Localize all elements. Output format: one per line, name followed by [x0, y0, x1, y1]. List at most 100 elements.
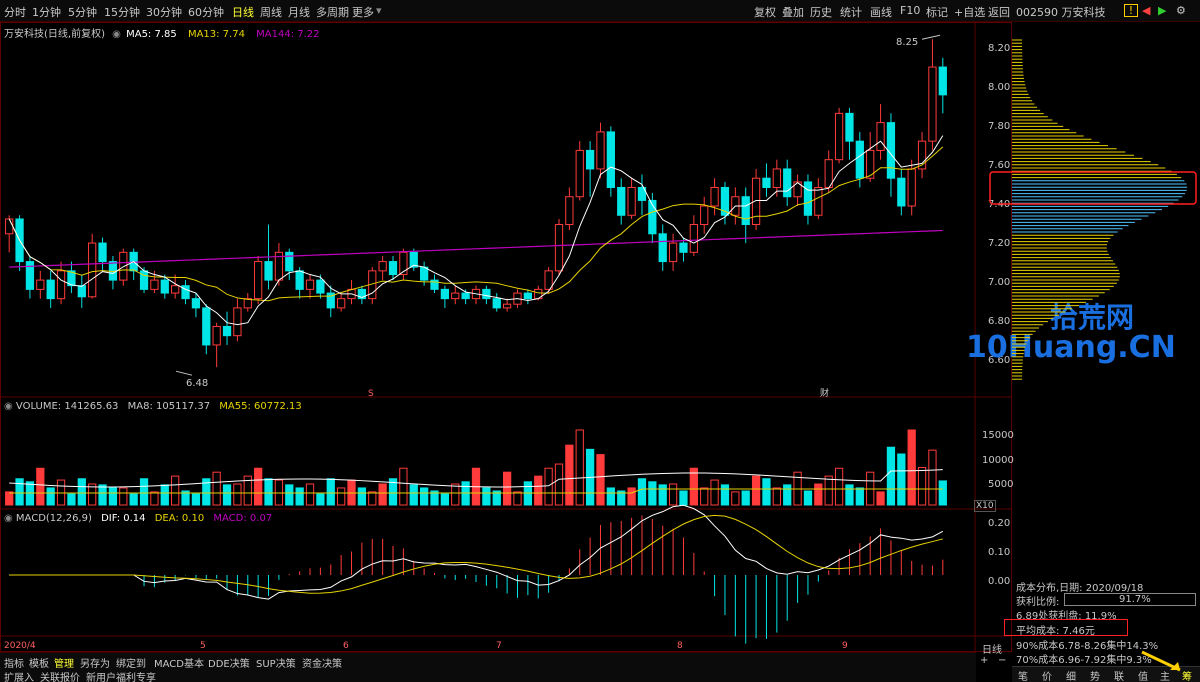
candle-body — [855, 140, 864, 179]
low-price-marker: 6.48 — [186, 378, 209, 389]
bottom-tab-macd[interactable]: MACD基本 — [154, 659, 204, 670]
ma144-line — [9, 229, 943, 268]
bottom-tab-saveas[interactable]: 另存为 — [80, 659, 110, 670]
volume-bar — [668, 483, 678, 506]
right-tab-link[interactable]: 联 — [1114, 672, 1124, 682]
bottom-toolbar: 指标 模板 管理 另存为 绑定到 MACD基本 DDE决策 SUP决策 资金决策… — [0, 652, 976, 682]
red-arrow-icon[interactable]: ◀ — [1142, 4, 1151, 17]
period-tab-15min[interactable]: 15分钟 — [104, 6, 140, 19]
volume-bar — [606, 487, 615, 506]
candle-body — [741, 196, 750, 226]
bottom-tab-fund[interactable]: 资金决策 — [302, 659, 342, 670]
period-tab-weekly[interactable]: 周线 — [260, 6, 282, 19]
chart-header: 万安科技(日线,前复权) ◉ MA5: 7.85 MA13: 7.74 MA14… — [4, 25, 320, 40]
toolbar-overlay[interactable]: 叠加 — [782, 6, 804, 19]
candle-body — [720, 186, 730, 216]
price-tick: 8.20 — [988, 43, 1011, 54]
candle-body — [46, 279, 55, 300]
dea-legend: DEA: 0.10 — [154, 513, 205, 524]
right-tab-trend[interactable]: 势 — [1090, 672, 1100, 682]
candle-body — [523, 292, 532, 300]
right-tab-main[interactable]: 主 — [1160, 672, 1170, 682]
chevron-down-icon[interactable]: ▾ — [376, 4, 382, 17]
candle-body — [388, 261, 398, 276]
candle-body — [502, 303, 512, 309]
period-tab-multi[interactable]: 多周期 — [316, 6, 349, 19]
indicator-toggle-icon[interactable]: ◉ — [112, 29, 121, 40]
volume-bar — [181, 490, 190, 506]
volume-bar — [160, 484, 169, 506]
volume-bar — [305, 483, 315, 506]
kline-chart[interactable] — [0, 22, 1012, 652]
toolbar-draw[interactable]: 画线 — [870, 6, 892, 19]
macd-header: ◉ MACD(12,26,9) DIF: 0.14 DEA: 0.10 MACD… — [4, 513, 272, 524]
bottom-tab-template[interactable]: 模板 — [29, 659, 49, 670]
period-tab-monthly[interactable]: 月线 — [288, 6, 310, 19]
toolbar-history[interactable]: 历史 — [810, 6, 832, 19]
bottom-tab-indicator[interactable]: 指标 — [4, 659, 24, 670]
bottom-related-quote[interactable]: 关联报价 — [40, 673, 80, 682]
ma55-legend: MA55: 60772.13 — [219, 401, 302, 412]
bottom-tab-sup[interactable]: SUP决策 — [256, 659, 296, 670]
macd-tick: 0.20 — [988, 518, 1011, 529]
bottom-tab-bind[interactable]: 绑定到 — [116, 659, 146, 670]
indicator-toggle-icon[interactable]: ◉ — [4, 401, 13, 412]
volume-header: ◉ VOLUME: 141265.63 MA8: 105117.37 MA55:… — [4, 401, 302, 412]
right-tab-price[interactable]: 价 — [1042, 672, 1052, 682]
toolbar-back[interactable]: 返回 — [988, 6, 1010, 19]
candle-body — [160, 279, 169, 294]
volume-bar — [378, 483, 387, 506]
period-tab-5min[interactable]: 5分钟 — [68, 6, 97, 19]
ma5-legend: MA5: 7.85 — [126, 29, 177, 40]
toolbar-f10[interactable]: F10 — [900, 4, 921, 17]
bottom-new-user[interactable]: 新用户福利专享 — [86, 673, 156, 682]
candle-body — [876, 122, 885, 151]
volume-bar — [46, 487, 55, 506]
candle-body — [171, 285, 180, 294]
candle-body — [191, 298, 201, 309]
volume-bar — [772, 487, 781, 506]
period-tab-60min[interactable]: 60分钟 — [188, 6, 224, 19]
candle-body — [637, 186, 647, 201]
date-tick: 5 — [200, 641, 206, 651]
period-tab-1min[interactable]: 1分钟 — [32, 6, 61, 19]
volume-bar — [617, 490, 626, 506]
price-tick: 6.80 — [988, 316, 1011, 327]
stock-chart-name: 万安科技(日线,前复权) — [4, 29, 105, 40]
candle-body — [907, 168, 916, 207]
warning-icon[interactable]: ! — [1124, 4, 1138, 17]
toolbar-mark[interactable]: 标记 — [926, 6, 948, 19]
right-tab-value[interactable]: 值 — [1138, 672, 1148, 682]
period-tab-30min[interactable]: 30分钟 — [146, 6, 182, 19]
right-tab-bi[interactable]: 笔 — [1018, 672, 1028, 682]
toolbar-add-watch[interactable]: +自选 — [954, 6, 986, 19]
period-tab-more[interactable]: 更多 — [352, 6, 374, 19]
gear-icon[interactable]: ⚙ — [1176, 4, 1186, 17]
toolbar-fuquan[interactable]: 复权 — [754, 6, 776, 19]
right-tab-chip[interactable]: 筹 — [1182, 672, 1192, 682]
volume-bar — [502, 471, 512, 506]
indicator-toggle-icon[interactable]: ◉ — [4, 513, 13, 524]
candle-body — [803, 181, 813, 216]
volume-bar — [202, 478, 211, 506]
volume-bar — [326, 478, 335, 506]
green-flag-icon[interactable]: ▶ — [1158, 4, 1167, 17]
volume-bar — [544, 467, 553, 506]
volume-bar — [886, 446, 896, 506]
volume-bar — [928, 449, 937, 506]
right-tab-detail[interactable]: 细 — [1066, 672, 1076, 682]
volume-bar — [451, 483, 460, 506]
volume-unit: X10 — [974, 500, 996, 512]
bottom-tab-manage[interactable]: 管理 — [54, 659, 74, 670]
bottom-extend[interactable]: 扩展入 — [4, 673, 34, 682]
bottom-tab-dde[interactable]: DDE决策 — [208, 659, 250, 670]
toolbar-stats[interactable]: 统计 — [840, 6, 862, 19]
candle-body — [710, 186, 719, 207]
zoom-in-button[interactable]: + — [980, 655, 989, 666]
zoom-out-button[interactable]: − — [998, 655, 1007, 666]
date-tick: 8 — [677, 641, 683, 651]
volume-bar — [554, 463, 564, 506]
period-tab-daily[interactable]: 日线 — [232, 6, 254, 19]
period-tab-fenshi[interactable]: 分时 — [4, 6, 26, 19]
volume-bar — [876, 491, 885, 506]
